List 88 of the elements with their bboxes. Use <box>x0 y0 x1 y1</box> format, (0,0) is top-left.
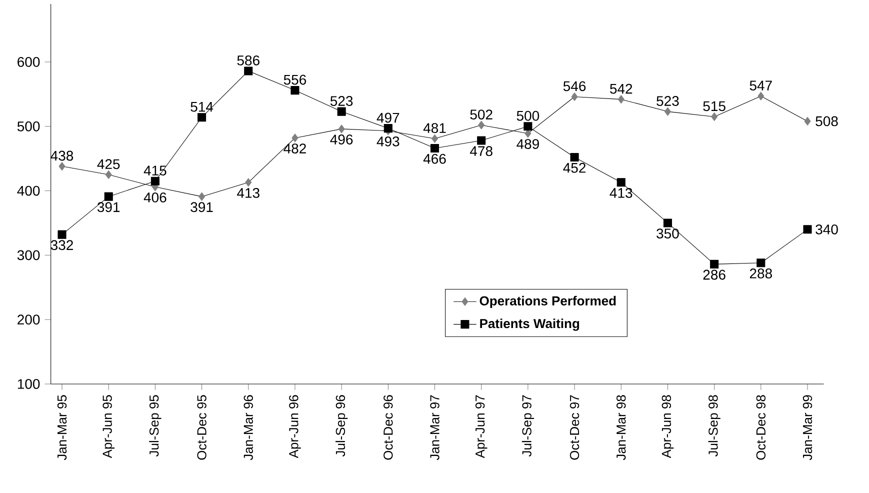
data-label: 497 <box>376 112 400 123</box>
point <box>290 86 300 95</box>
data-label: 406 <box>144 192 166 202</box>
point <box>663 218 672 228</box>
data-label: 586 <box>237 55 260 66</box>
y-tick-label: 200 <box>18 314 40 325</box>
data-label: 425 <box>97 159 120 170</box>
x-tick-label: Jan-Mar 98 <box>616 395 626 460</box>
data-label: 502 <box>470 110 492 120</box>
y-tick-label: 100 <box>18 379 40 389</box>
data-label: 478 <box>470 146 492 156</box>
point <box>571 92 578 102</box>
point <box>803 225 812 234</box>
y-tick-label: 300 <box>17 250 40 260</box>
data-label: 466 <box>423 154 446 164</box>
point <box>524 122 532 131</box>
data-label: 350 <box>656 228 679 238</box>
x-tick-label: Apr-Jun 95 <box>102 395 114 458</box>
point <box>337 107 346 116</box>
y-tick-label: 600 <box>18 57 40 67</box>
data-label: 452 <box>563 162 586 173</box>
data-label: 286 <box>703 270 726 280</box>
data-label: 413 <box>237 188 260 198</box>
x-tick-label: Apr-Jun 97 <box>475 395 488 458</box>
x-tick-label: Oct-Dec 97 <box>570 395 580 460</box>
point <box>431 134 438 143</box>
point <box>338 124 345 134</box>
point <box>664 107 671 116</box>
point <box>104 192 113 201</box>
x-tick-label: Apr-Jun 96 <box>289 395 301 458</box>
data-label: 542 <box>610 84 632 94</box>
data-label: 508 <box>816 116 838 126</box>
point <box>570 153 579 162</box>
data-label: 546 <box>563 81 586 92</box>
point <box>292 134 298 142</box>
data-label: 482 <box>284 144 306 154</box>
x-tick-label: Jul-Sep 95 <box>149 395 162 457</box>
data-label: 523 <box>656 96 679 106</box>
data-label: 288 <box>750 268 772 278</box>
data-label: 556 <box>284 74 306 85</box>
data-label: 514 <box>190 102 214 112</box>
x-tick-label: Jan-Mar 96 <box>244 395 253 460</box>
data-label: 481 <box>423 123 446 134</box>
point <box>198 113 206 122</box>
data-label: 515 <box>703 101 726 112</box>
x-tick-label: Oct-Dec 98 <box>756 395 766 460</box>
x-tick-label: Jul-Sep 97 <box>522 395 534 457</box>
x-tick-label: Jan-Mar 99 <box>802 395 812 460</box>
x-tick-label: Jan-Mar 97 <box>430 395 440 460</box>
point <box>245 178 252 187</box>
data-label: 489 <box>516 139 539 149</box>
x-tick-label: Jan-Mar 95 <box>57 395 67 460</box>
point <box>477 136 486 145</box>
point <box>58 162 66 171</box>
y-tick-label: 400 <box>17 186 40 196</box>
point <box>710 260 719 268</box>
data-label: 496 <box>330 134 353 144</box>
point <box>478 120 485 130</box>
point <box>58 230 66 239</box>
point <box>524 129 532 138</box>
point <box>430 144 440 153</box>
y-tick-label: 500 <box>17 121 40 132</box>
point <box>198 192 206 201</box>
point <box>758 92 764 100</box>
data-label: 391 <box>97 202 120 212</box>
point <box>616 178 626 187</box>
x-tick-label: Jul-Sep 98 <box>708 395 720 457</box>
data-label: 523 <box>330 96 353 106</box>
legend-label: Patients Waiting <box>480 318 580 331</box>
point <box>150 176 160 186</box>
data-label: 340 <box>816 224 838 234</box>
point <box>384 124 392 133</box>
point <box>244 66 253 76</box>
x-tick-label: Apr-Jun 98 <box>662 395 674 458</box>
data-label: 391 <box>190 202 213 212</box>
data-label: 500 <box>516 110 540 121</box>
data-label: 547 <box>750 80 772 91</box>
x-tick-label: Jul-Sep 96 <box>336 395 348 457</box>
point <box>804 116 811 126</box>
legend-label: Operations Performed <box>480 296 616 308</box>
point <box>756 258 766 268</box>
data-label: 493 <box>376 136 400 146</box>
point <box>105 170 112 179</box>
x-tick-label: Oct-Dec 95 <box>197 395 206 460</box>
x-tick-label: Oct-Dec 96 <box>384 395 393 460</box>
point <box>711 112 718 121</box>
point <box>618 95 624 104</box>
data-label: 413 <box>610 188 632 198</box>
